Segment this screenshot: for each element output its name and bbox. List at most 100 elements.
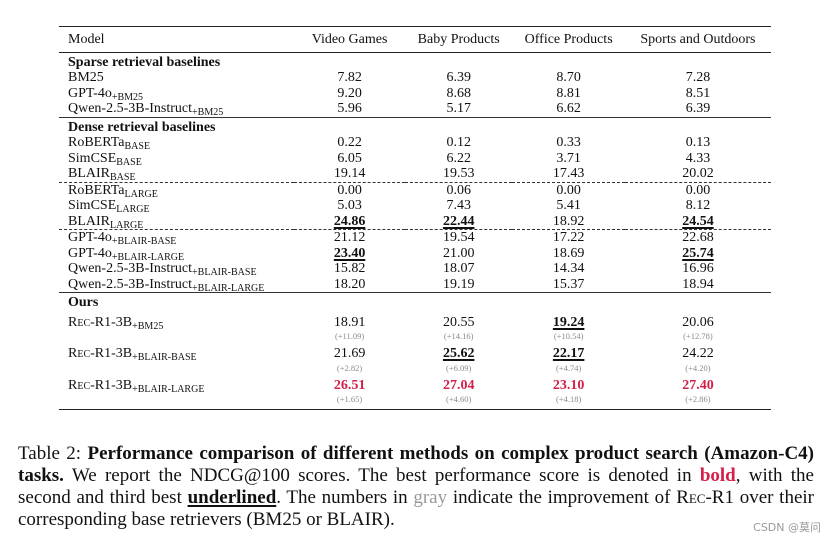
score-cell: 25.74 [625,246,771,262]
underlined-score: 19.24 [552,314,585,330]
model-subscript: +BLAIR-LARGE [192,282,265,294]
rec-prefix: Rec [68,314,91,330]
model-subscript: LARGE [110,219,144,231]
score-cell: 20.06 [682,314,714,330]
score-cell: 6.39 [446,70,471,85]
score-cell: 17.22 [512,229,625,246]
rec-prefix: Rec [68,346,91,361]
score-cell: 24.22 [682,346,714,361]
score-cell: 20.02 [682,166,714,181]
caption-lead: Table 2: [18,443,88,464]
model-name: SimCSELARGE [68,198,150,215]
model-subscript: +BM25 [192,107,224,118]
table-row: GPT-4o+BLAIR-LARGE 23.40 21.00 18.69 25.… [59,246,771,263]
score-cell: 26.51 [294,378,405,394]
score-cell: 5.03 [337,198,362,213]
score-cell: 5.96 [337,101,362,116]
model-subscript: BASE [110,172,136,183]
improvement-cell: (+2.86) [624,393,771,410]
score-cell: 18.92 [552,213,585,229]
score-cell: 6.05 [337,150,362,166]
section-row-dense: Dense retrieval baselines [59,116,771,135]
score-cell: 22.17 [512,346,624,362]
table-row: BLAIRBASE 19.14 19.53 17.43 20.02 [59,166,771,183]
model-name: Qwen-2.5-3B-Instruct+BLAIR-LARGE [68,276,265,294]
score-cell: 8.81 [556,85,581,101]
improvement-cell: (+4.74) [555,362,582,373]
table-row: GPT-4o+BLAIR-BASE 21.12 19.54 17.22 22.6… [59,229,771,247]
improvement-cell: (+12.78) [683,331,713,341]
caption-title: Performance comparison of different meth… [18,443,814,486]
table-row: Rec-R1-3B+BLAIR-BASE 21.69 25.62 22.17 2… [59,346,771,363]
model-subscript: BASE [116,156,142,168]
score-cell: 19.24 [512,311,624,331]
section-row-sparse: Sparse retrieval baselines [59,52,771,70]
score-cell: 24.54 [625,214,771,230]
caption-bold-word: bold [699,465,736,486]
score-cell: 23.10 [512,378,624,394]
best-score: 27.40 [682,377,714,393]
improvement-cell: (+10.54) [553,331,584,341]
model-name: GPT-4o+BLAIR-BASE [59,229,295,247]
caption-underlined-word: underlined [187,487,277,508]
model-subscript: +BLAIR-BASE [111,236,177,247]
improvement-cell: (+4.60) [404,393,513,410]
caption-text: -R1 over their corresponding base retrie… [18,487,815,530]
caption-gray-word: gray [413,487,448,508]
model-name: Rec-R1-3B+BM25 [68,314,164,332]
table-row: RoBERTaLARGE 0.00 0.06 0.00 0.00 [59,181,771,200]
table-row: Rec-R1-3B+BM25 18.91 20.55 19.24 20.06 [59,311,771,332]
score-cell: 20.55 [442,314,475,330]
score-cell: 27.04 [405,378,512,394]
rec-prefix: Rec [68,377,91,393]
score-cell: 9.20 [337,85,362,101]
table-row: Qwen-2.5-3B-Instruct+BLAIR-LARGE 18.20 1… [59,276,771,294]
model-name: RoBERTaBASE [68,135,151,152]
improvement-cell: (+4.20) [685,362,711,373]
underlined-score: 25.74 [682,245,714,261]
section-title-sparse: Sparse retrieval baselines [68,54,221,70]
model-name: Qwen-2.5-3B-Instruct+BM25 [68,101,224,118]
score-cell: 21.69 [333,346,366,361]
improvement-cell: (+2.82) [336,362,363,373]
section-row-ours: Ours [59,292,771,311]
model-name: RoBERTaLARGE [59,181,295,200]
header-video-games: Video Games [294,26,405,53]
score-cell: 0.06 [404,181,513,198]
score-cell: 23.40 [294,246,405,262]
improvement-row: (+11.09) (+14.16) (+10.54) (+12.78) [59,330,771,346]
caption-text: , with the second and third best [18,465,814,508]
model-name: BLAIRLARGE [68,213,144,231]
header-sports-outdoors: Sports and Outdoors [624,26,771,53]
score-cell: 6.22 [446,150,471,166]
underlined-score: 25.62 [442,346,475,361]
score-cell: 0.13 [685,135,711,150]
results-table: Model Video Games Baby Products Office P… [59,26,771,410]
improvement-cell: (+11.09) [334,331,365,341]
best-score: 23.10 [552,377,585,393]
underlined-score: 23.40 [333,245,366,261]
table-row: SimCSELARGE 5.03 7.43 5.41 8.12 [59,198,771,215]
score-cell: 27.40 [625,378,771,394]
table-row: Qwen-2.5-3B-Instruct+BLAIR-BASE 15.82 18… [59,261,771,278]
model-subscript: +BM25 [132,320,164,332]
best-score: 27.04 [442,377,475,393]
model-name: Qwen-2.5-3B-Instruct+BLAIR-BASE [68,261,257,278]
score-cell: 0.00 [512,181,625,198]
model-name: GPT-4o+BM25 [68,85,144,103]
score-cell: 14.34 [552,261,585,276]
score-cell: 5.41 [556,198,581,213]
score-cell: 18.94 [682,276,714,292]
score-cell: 5.17 [446,101,471,116]
table-row: Rec-R1-3B+BLAIR-LARGE 26.51 27.04 23.10 … [59,377,771,395]
score-cell: 18.20 [333,276,366,292]
underlined-score: 24.54 [682,213,714,229]
score-cell: 19.54 [404,229,513,246]
score-cell: 7.28 [685,70,711,85]
score-cell: 18.91 [333,314,366,330]
score-cell: 0.12 [446,135,471,150]
underlined-score: 22.17 [552,346,585,361]
score-cell: 18.07 [442,261,475,276]
model-subscript: LARGE [124,188,158,200]
score-cell: 4.33 [685,150,711,166]
